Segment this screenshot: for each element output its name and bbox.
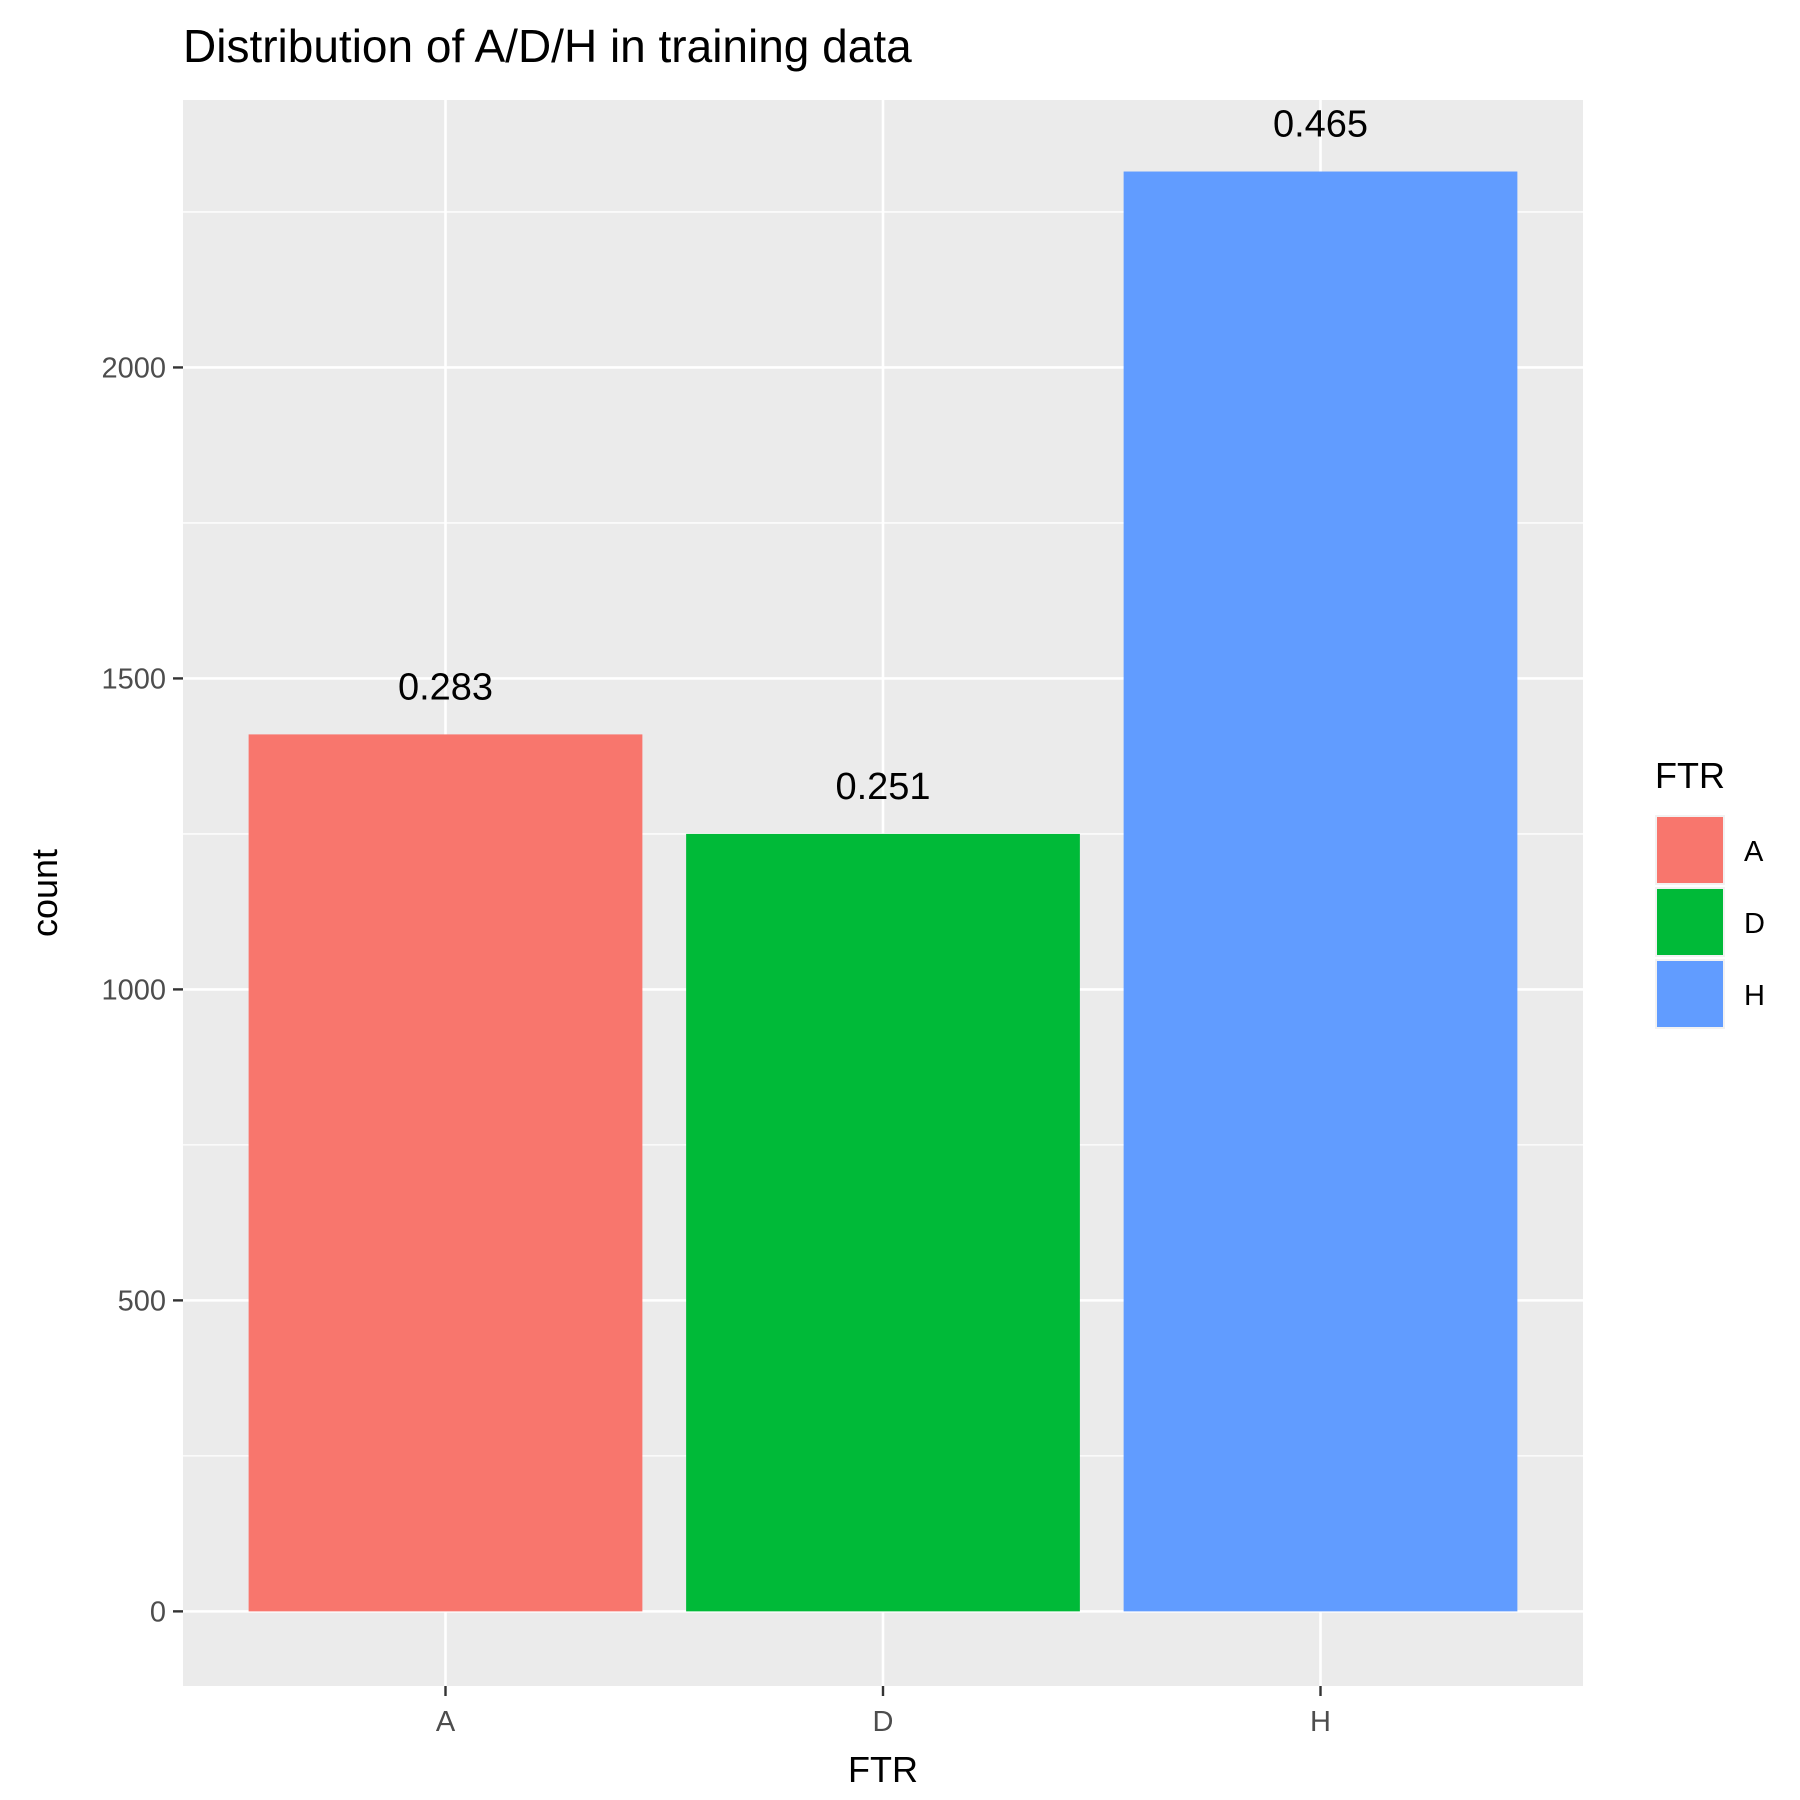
legend-items: A D H bbox=[1655, 815, 1765, 1029]
bar-h bbox=[1123, 171, 1518, 1612]
x-axis-title: FTR bbox=[848, 1749, 918, 1790]
bar-d bbox=[686, 833, 1080, 1612]
y-tick-label: 1000 bbox=[101, 974, 166, 1006]
legend-label-d: D bbox=[1744, 908, 1765, 940]
y-tick-label: 2000 bbox=[101, 352, 166, 384]
bar-value-labels: 0.283 0.251 0.465 bbox=[398, 104, 1368, 808]
x-tick-label: H bbox=[1310, 1706, 1331, 1738]
bar-label-a: 0.283 bbox=[398, 666, 493, 708]
y-tick-label: 1500 bbox=[101, 663, 166, 695]
y-tick-label: 0 bbox=[150, 1596, 166, 1628]
legend-swatch-d bbox=[1657, 889, 1723, 955]
y-axis: 0 500 1000 1500 2000 bbox=[101, 352, 183, 1628]
x-tick-label: A bbox=[436, 1706, 456, 1738]
bar-label-d: 0.251 bbox=[835, 766, 930, 808]
chart-title: Distribution of A/D/H in training data bbox=[183, 20, 912, 72]
legend-label-a: A bbox=[1744, 836, 1764, 868]
legend-label-h: H bbox=[1744, 980, 1765, 1012]
bar-a bbox=[248, 734, 643, 1612]
legend: FTR A D H bbox=[1655, 755, 1765, 1029]
bar-label-h: 0.465 bbox=[1273, 104, 1368, 146]
y-axis-title: count bbox=[24, 849, 65, 937]
legend-swatch-a bbox=[1657, 817, 1723, 883]
legend-title: FTR bbox=[1655, 755, 1725, 796]
x-tick-label: D bbox=[873, 1706, 894, 1738]
legend-swatch-h bbox=[1657, 961, 1723, 1027]
y-tick-label: 500 bbox=[118, 1285, 166, 1317]
bars bbox=[248, 171, 1518, 1612]
